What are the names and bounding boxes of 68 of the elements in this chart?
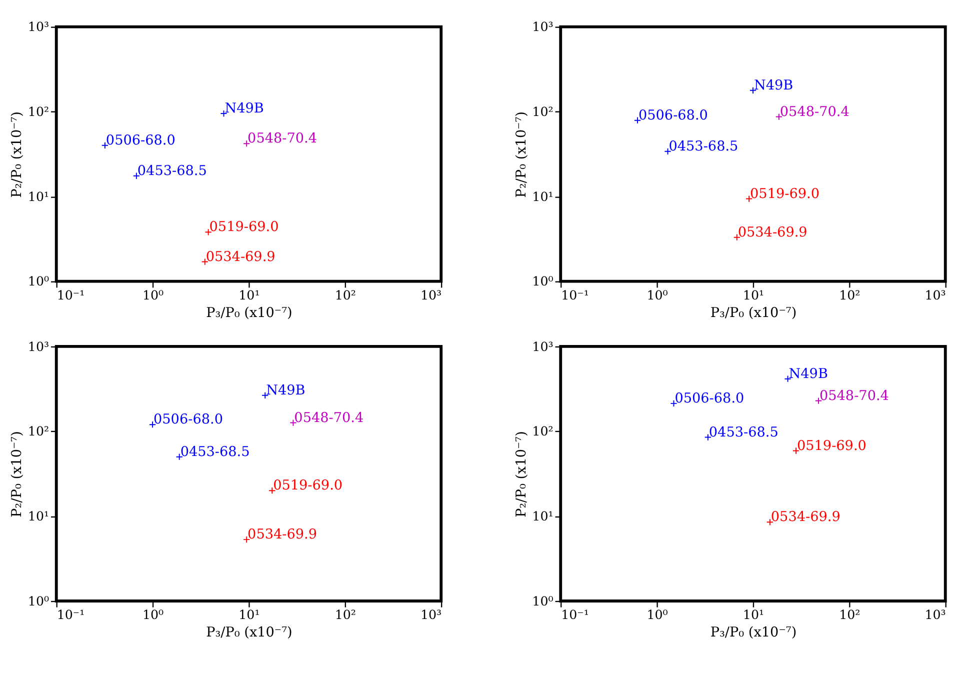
- x-tick-label: 10³: [420, 606, 442, 622]
- annotation: 0519-69.0: [273, 478, 343, 494]
- annotation: 0534-69.9: [738, 224, 808, 240]
- x-tick-label: 10²: [839, 606, 860, 622]
- y-tick-label: 10¹: [28, 508, 50, 524]
- x-tick-label: 10¹: [238, 606, 260, 622]
- x-tick-label: 10⁻¹: [561, 287, 589, 302]
- annotation: 0453-68.5: [137, 162, 207, 179]
- x-tick-label: 10³: [924, 287, 946, 302]
- x-tick-label: 10⁻¹: [56, 287, 85, 302]
- x-tick-label: 10¹: [742, 606, 764, 622]
- x-tick-label: 10²: [839, 287, 860, 302]
- annotation: 0519-69.0: [750, 186, 820, 202]
- y-axis-title: P₂/P₀ (x10⁻⁷): [9, 111, 26, 198]
- x-tick-label: 10²: [334, 287, 356, 302]
- annotation: 0534-69.9: [770, 509, 840, 526]
- annotation: 0506-68.0: [638, 107, 708, 124]
- y-tick-label: 10³: [532, 19, 554, 34]
- x-tick-label: 10⁰: [142, 287, 164, 302]
- y-tick-label: 10⁰: [532, 274, 554, 289]
- annotation: 0506-68.0: [106, 132, 176, 148]
- annotation: N49B: [266, 382, 306, 398]
- x-tick-label: 10²: [334, 606, 356, 622]
- y-tick-label: 10¹: [532, 188, 554, 204]
- y-tick-label: 10²: [532, 104, 554, 120]
- annotation: 0548-70.4: [248, 130, 318, 147]
- annotation: 0519-69.0: [209, 219, 279, 236]
- x-axis-title: P₃/P₀ (x10⁻⁷): [710, 304, 797, 321]
- x-tick-label: 10¹: [742, 287, 764, 302]
- y-axis-title: P₂/P₀ (x10⁻⁷): [513, 431, 530, 518]
- annotation: 0548-70.4: [780, 104, 850, 120]
- x-axis-title: P₃/P₀ (x10⁻⁷): [206, 304, 292, 321]
- annotation: 0534-69.9: [248, 526, 318, 543]
- annotation: 0519-69.0: [796, 438, 866, 454]
- y-tick-label: 10¹: [532, 508, 554, 524]
- annotation: 0534-69.9: [206, 248, 276, 265]
- y-tick-label: 10⁰: [28, 593, 50, 608]
- annotation: 0548-70.4: [294, 410, 364, 426]
- x-tick-label: 10⁰: [142, 606, 164, 622]
- y-axis-title: P₂/P₀ (x10⁻⁷): [513, 111, 530, 198]
- annotation: 0506-68.0: [154, 412, 223, 428]
- x-tick-label: 10⁰: [646, 287, 668, 302]
- x-tick-label: 10¹: [238, 287, 260, 302]
- y-tick-label: 10³: [28, 338, 50, 354]
- annotation: N49B: [788, 366, 828, 382]
- y-tick-label: 10¹: [28, 188, 50, 204]
- x-tick-label: 10⁻¹: [56, 606, 85, 622]
- annotation: 0548-70.4: [819, 388, 889, 404]
- x-axis-title: P₃/P₀ (x10⁻⁷): [710, 624, 797, 640]
- y-tick-label: 10²: [532, 424, 554, 439]
- y-tick-label: 10²: [28, 424, 50, 439]
- y-tick-label: 10²: [28, 104, 50, 120]
- annotation: N49B: [754, 77, 794, 94]
- x-axis-title: P₃/P₀ (x10⁻⁷): [206, 624, 292, 640]
- y-tick-label: 10⁰: [532, 593, 554, 608]
- y-axis-title: P₂/P₀ (x10⁻⁷): [9, 431, 26, 518]
- annotation: 0453-68.5: [668, 138, 738, 154]
- annotation: 0506-68.0: [674, 390, 744, 406]
- annotation: 0453-68.5: [708, 424, 778, 440]
- y-tick-label: 10³: [28, 19, 50, 34]
- x-tick-label: 10³: [924, 606, 946, 622]
- x-tick-label: 10⁰: [646, 606, 668, 622]
- y-tick-label: 10³: [532, 338, 554, 354]
- annotation: 0453-68.5: [180, 444, 250, 460]
- y-tick-label: 10⁰: [28, 274, 50, 289]
- annotation: N49B: [224, 100, 264, 117]
- x-tick-label: 10³: [420, 287, 442, 302]
- x-tick-label: 10⁻¹: [561, 606, 589, 622]
